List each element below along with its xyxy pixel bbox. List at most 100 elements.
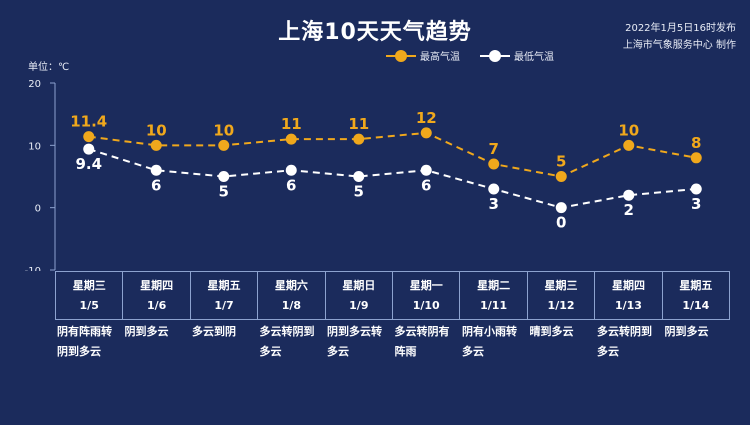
high-temp-point [690, 152, 702, 164]
weather-desc: 多云转阴到多云 [597, 325, 652, 358]
legend-label-low: 最低气温 [514, 52, 554, 63]
high-temp-label: 10 [618, 121, 639, 139]
high-temp-label: 12 [416, 109, 437, 127]
high-temp-label: 10 [146, 121, 167, 139]
low-temp-line [88, 148, 697, 209]
high-temp-line [88, 131, 697, 178]
high-temp-point [555, 171, 567, 182]
date-cell: 星期五 1/7 [189, 272, 257, 319]
low-temp-point [353, 171, 365, 182]
date-cell: 星期二 1/11 [459, 272, 526, 319]
low-temp-label: 6 [151, 176, 161, 194]
issue-time: 2022年1月5日16时发布 [625, 23, 736, 34]
low-temp-point [83, 143, 95, 155]
low-temp-label: 3 [691, 195, 701, 213]
low-temp-label: 3 [489, 195, 499, 213]
high-temp-label: 11 [281, 115, 302, 133]
low-temp-point [285, 164, 297, 176]
legend-swatch-high [386, 49, 416, 63]
weather-desc: 多云转阴到多云 [259, 325, 315, 358]
weekday-label: 星期五 [207, 278, 241, 292]
date-label: 1/11 [480, 298, 508, 312]
date-label: 1/14 [682, 298, 710, 312]
date-label: 1/7 [214, 298, 234, 312]
weekday-label: 星期三 [72, 278, 106, 292]
low-temp-point [623, 189, 635, 201]
high-temp-point [285, 133, 297, 145]
high-temp-label: 5 [556, 153, 566, 171]
date-table: 星期三 1/5 星期四 1/6 星期五 1/7 星期六 1/8 星期日 1/9 星期一 1/… [55, 271, 730, 320]
issue-info: 2022年1月5日16时发布 上海市气象服务中心 制作 [623, 20, 736, 54]
low-temp-point [690, 183, 702, 195]
temperature-chart: -10 0 10 20 11.4 10 10 11 11 12 7 5 10 8 9.4 6 5 6 5 6 3 0 2 3 [25, 79, 702, 271]
weekday-label: 星期三 [544, 278, 578, 292]
high-temp-label: 11 [348, 115, 369, 133]
high-temp-point [353, 133, 365, 145]
high-temp-label: 8 [691, 134, 701, 152]
weekday-label: 星期四 [611, 278, 645, 292]
date-cell: 星期六 1/8 [257, 272, 324, 319]
weekday-label: 星期四 [140, 278, 174, 292]
weekday-label: 星期一 [409, 278, 443, 292]
unit-label: 单位：℃ [28, 62, 70, 73]
low-temp-label: 2 [624, 201, 634, 219]
high-temp-point [623, 139, 635, 151]
weather-desc: 多云到阴 [192, 325, 236, 338]
low-temp-point [555, 202, 567, 214]
low-temp-point [420, 164, 432, 176]
date-label: 1/12 [547, 298, 575, 312]
weekday-label: 星期日 [342, 278, 376, 292]
date-cell: 星期三 1/5 [56, 272, 122, 319]
legend-label-high: 最高气温 [420, 52, 460, 63]
chart-title: 上海10天天气趋势 [278, 20, 472, 45]
high-temp-point [420, 127, 432, 139]
date-cell: 星期四 1/6 [122, 272, 189, 319]
date-cell: 星期五 1/14 [661, 272, 729, 319]
date-label: 1/6 [146, 298, 167, 312]
high-temp-point [150, 139, 162, 151]
weather-desc: 阴有小雨转多云 [462, 325, 517, 358]
date-label: 1/10 [412, 298, 440, 312]
high-temp-label: 10 [213, 121, 234, 139]
date-cell: 星期一 1/10 [392, 272, 459, 319]
low-temp-label: 9.4 [75, 155, 102, 173]
high-temp-point [488, 158, 500, 170]
low-temp-point [218, 171, 230, 182]
weekday-label: 星期六 [274, 278, 308, 292]
date-label: 1/5 [79, 298, 99, 312]
weather-descriptions: 阴有阵雨转阴到多云 阴到多云 多云到阴 多云转阴到多云 阴到多云转多云 多云转阴… [55, 322, 730, 362]
y-tick-label: 20 [28, 79, 41, 90]
high-temp-label: 11.4 [70, 113, 107, 131]
weekday-label: 星期二 [477, 278, 511, 292]
high-temp-label: 7 [489, 140, 499, 158]
low-temp-label: 6 [286, 176, 296, 194]
date-cell: 星期日 1/9 [324, 272, 392, 319]
low-temp-label: 0 [556, 214, 566, 232]
low-temp-point [488, 183, 500, 195]
weather-desc: 阴到多云 [124, 325, 169, 338]
date-cell: 星期四 1/13 [594, 272, 661, 319]
weather-desc: 多云转阴有阵雨 [394, 325, 450, 358]
legend: 最高气温 最低气温 [386, 48, 574, 63]
weather-desc: 阴有阵雨转阴到多云 [57, 325, 112, 358]
y-tick-label: -10 [25, 266, 41, 271]
date-cell: 星期三 1/12 [526, 272, 594, 319]
low-temp-label: 6 [421, 176, 431, 194]
date-label: 1/13 [614, 298, 642, 312]
date-label: 1/9 [349, 298, 369, 312]
weather-desc: 晴到多云 [529, 325, 574, 338]
y-tick-label: 10 [28, 141, 41, 152]
date-label: 1/8 [281, 298, 302, 312]
weather-desc: 阴到多云转多云 [327, 325, 382, 358]
legend-item-low: 最低气温 [480, 48, 554, 63]
low-temp-label: 5 [219, 183, 229, 201]
weekday-label: 星期五 [679, 278, 713, 292]
low-temp-point [150, 164, 162, 176]
legend-swatch-low [480, 49, 510, 63]
y-tick-label: 0 [35, 204, 41, 215]
weather-desc: 阴到多云 [664, 325, 709, 338]
high-temp-point [83, 131, 95, 143]
low-temp-label: 5 [354, 183, 364, 201]
legend-item-high: 最高气温 [386, 48, 460, 63]
high-temp-point [218, 139, 230, 151]
